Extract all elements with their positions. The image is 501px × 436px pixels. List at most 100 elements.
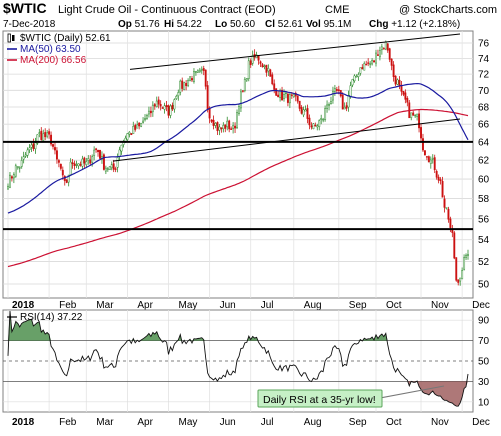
rsi-y-tick: 10 [478,397,490,408]
candle-body [448,209,449,219]
candle-body [117,157,118,167]
x-tick-label: Feb [59,417,77,428]
candle-body [41,131,42,140]
x-tick-label: Dec [472,417,490,428]
candle-body [354,76,355,81]
candle-body [227,121,228,127]
candle-body [93,150,94,156]
candle-body [268,68,269,71]
candle-body [201,69,202,70]
candle-body [307,108,308,118]
candle-body [446,208,447,209]
candle-body [377,55,378,56]
price-y-tick: 64 [478,137,490,148]
chart-name: Light Crude Oil - Continuous Contract (E… [58,4,276,16]
candle-body [411,113,412,118]
candle-body [328,104,329,105]
candle-body [152,105,153,112]
candle-body [35,143,36,149]
candle-body [313,124,314,129]
x-tick-label: Sep [349,417,367,428]
candle-body [270,70,271,77]
candle-body [84,158,85,163]
candle-body [444,199,445,208]
candle-body [277,95,278,97]
candle-body [383,48,384,49]
candle-body [207,85,208,109]
candle-body [459,278,460,281]
x-tick-label: Aug [304,417,322,428]
candle-body [160,104,161,106]
candle-body [140,123,141,126]
candle-body [450,219,451,228]
candle-body [129,132,130,134]
stat-hi: Hi 54.22 [164,19,202,30]
candle-body [105,168,106,171]
candle-body [412,113,413,115]
candle-body [244,79,245,90]
chart-date: 7-Dec-2018 [3,19,56,30]
rsi-y-tick: 70 [478,336,490,347]
candle-body [315,125,316,126]
candle-body [170,106,171,115]
candle-body [430,160,431,164]
candle-body [352,79,353,85]
candle-body [317,126,318,127]
candle-body [260,62,261,64]
candle-body [407,98,408,102]
candle-body [322,119,323,120]
candle-body [182,81,183,89]
candle-body [172,105,173,109]
candle-body [174,100,175,109]
legend-swatch [12,35,15,41]
candle-body [86,162,87,165]
x-tick-label: Jul [261,300,274,311]
candle-body [418,114,419,128]
chart-exchange: CME [325,4,349,16]
candle-body [350,86,351,97]
candle-body [299,101,300,108]
stat-chg: Chg +1.12 (+2.18%) [369,19,460,30]
candle-body [109,166,110,169]
candle-body [115,169,116,170]
candle-body [456,258,457,281]
candle-body [19,167,20,168]
candle-body [393,65,394,77]
candle-body [221,128,222,129]
candle-body [205,70,206,86]
candle-body [197,71,198,72]
candle-body [387,44,388,50]
stat-vol: Vol 95.1M [306,19,351,30]
candle-body [275,89,276,96]
candle-body [389,49,390,60]
candle-body [326,105,327,108]
candle-body [195,71,196,72]
candle-body [164,106,165,110]
candle-body [25,155,26,156]
candle-body [29,148,30,150]
candle-body [33,144,34,149]
candle-body [422,138,423,150]
candle-body [62,170,63,175]
candle-body [332,92,333,101]
candle-body [150,111,151,113]
candle-body [303,110,304,115]
x-tick-label: May [179,417,198,428]
candle-body [131,133,132,134]
candle-body [434,158,435,170]
candle-body [111,165,112,168]
candle-body [15,166,16,176]
candle-body [305,110,306,111]
candle-body [158,100,159,104]
candle-body [287,94,288,102]
candle-body [293,94,294,96]
candle-body [217,122,218,130]
candle-body [80,164,81,165]
price-y-tick: 52 [478,257,490,268]
candle-body [440,180,441,181]
x-tick-label: Mar [96,300,114,311]
candle-body [199,70,200,72]
candle-body [346,106,347,109]
candle-body [330,102,331,104]
